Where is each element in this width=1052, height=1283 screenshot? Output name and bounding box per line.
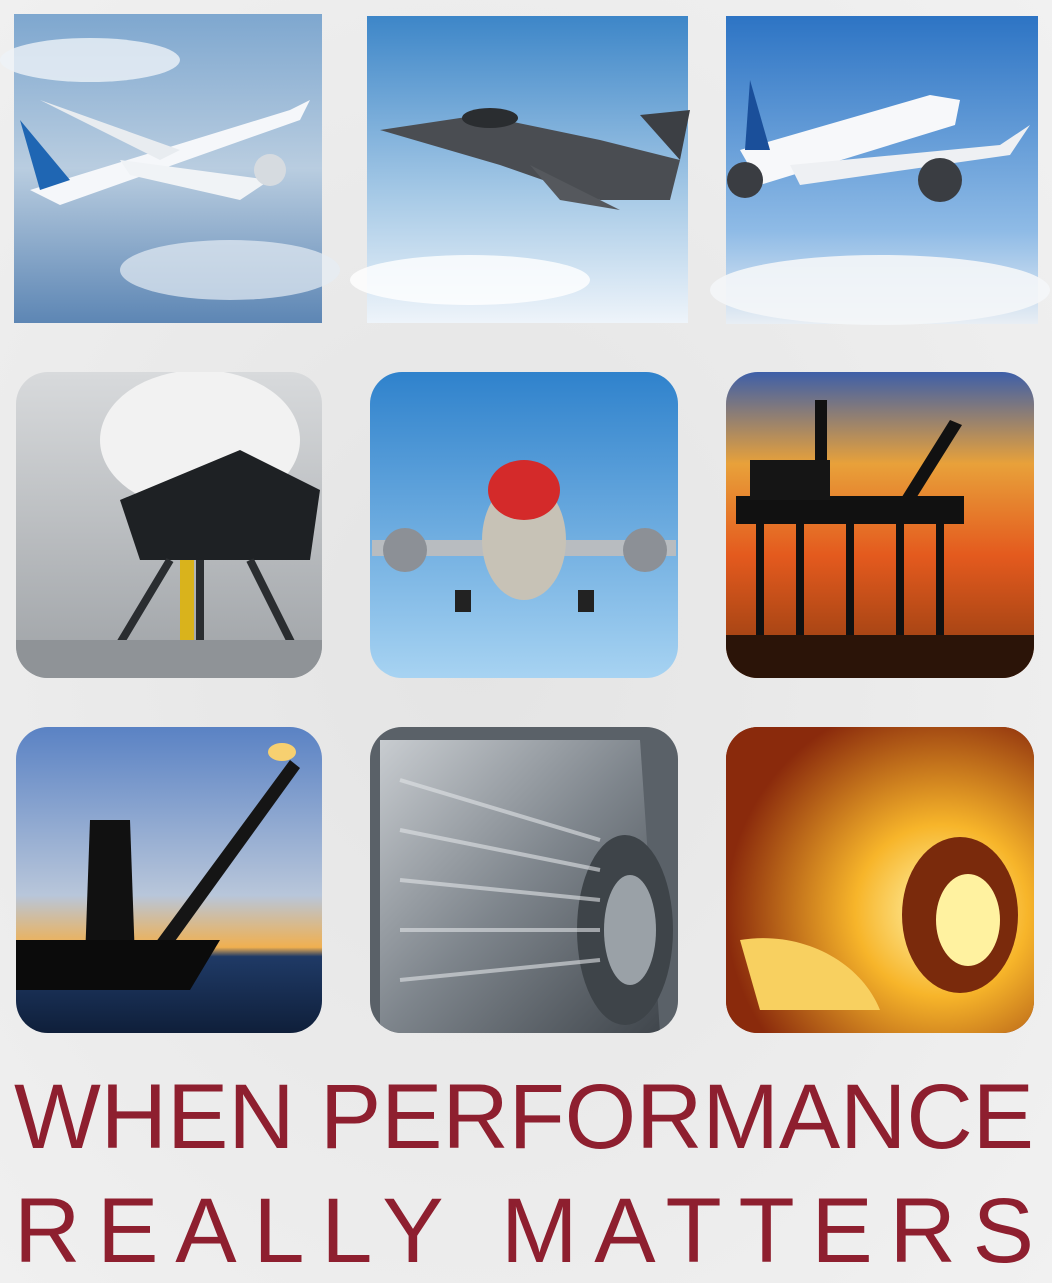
photo-tile <box>726 372 1034 678</box>
photo-tile <box>350 16 690 323</box>
photo-tile <box>370 727 678 1033</box>
photo-tile <box>710 16 1050 325</box>
page: WHEN PERFORMANCE REALLY MATTERS (() => {… <box>0 0 1052 1283</box>
photo-tile <box>0 14 340 323</box>
poster: WHEN PERFORMANCE REALLY MATTERS <box>0 0 1052 1283</box>
photo-tile <box>16 727 322 1033</box>
photo-tile <box>726 727 1034 1033</box>
photo-tile <box>16 370 322 678</box>
headline: WHEN PERFORMANCE <box>14 1066 1034 1168</box>
photo-tile <box>370 372 678 678</box>
